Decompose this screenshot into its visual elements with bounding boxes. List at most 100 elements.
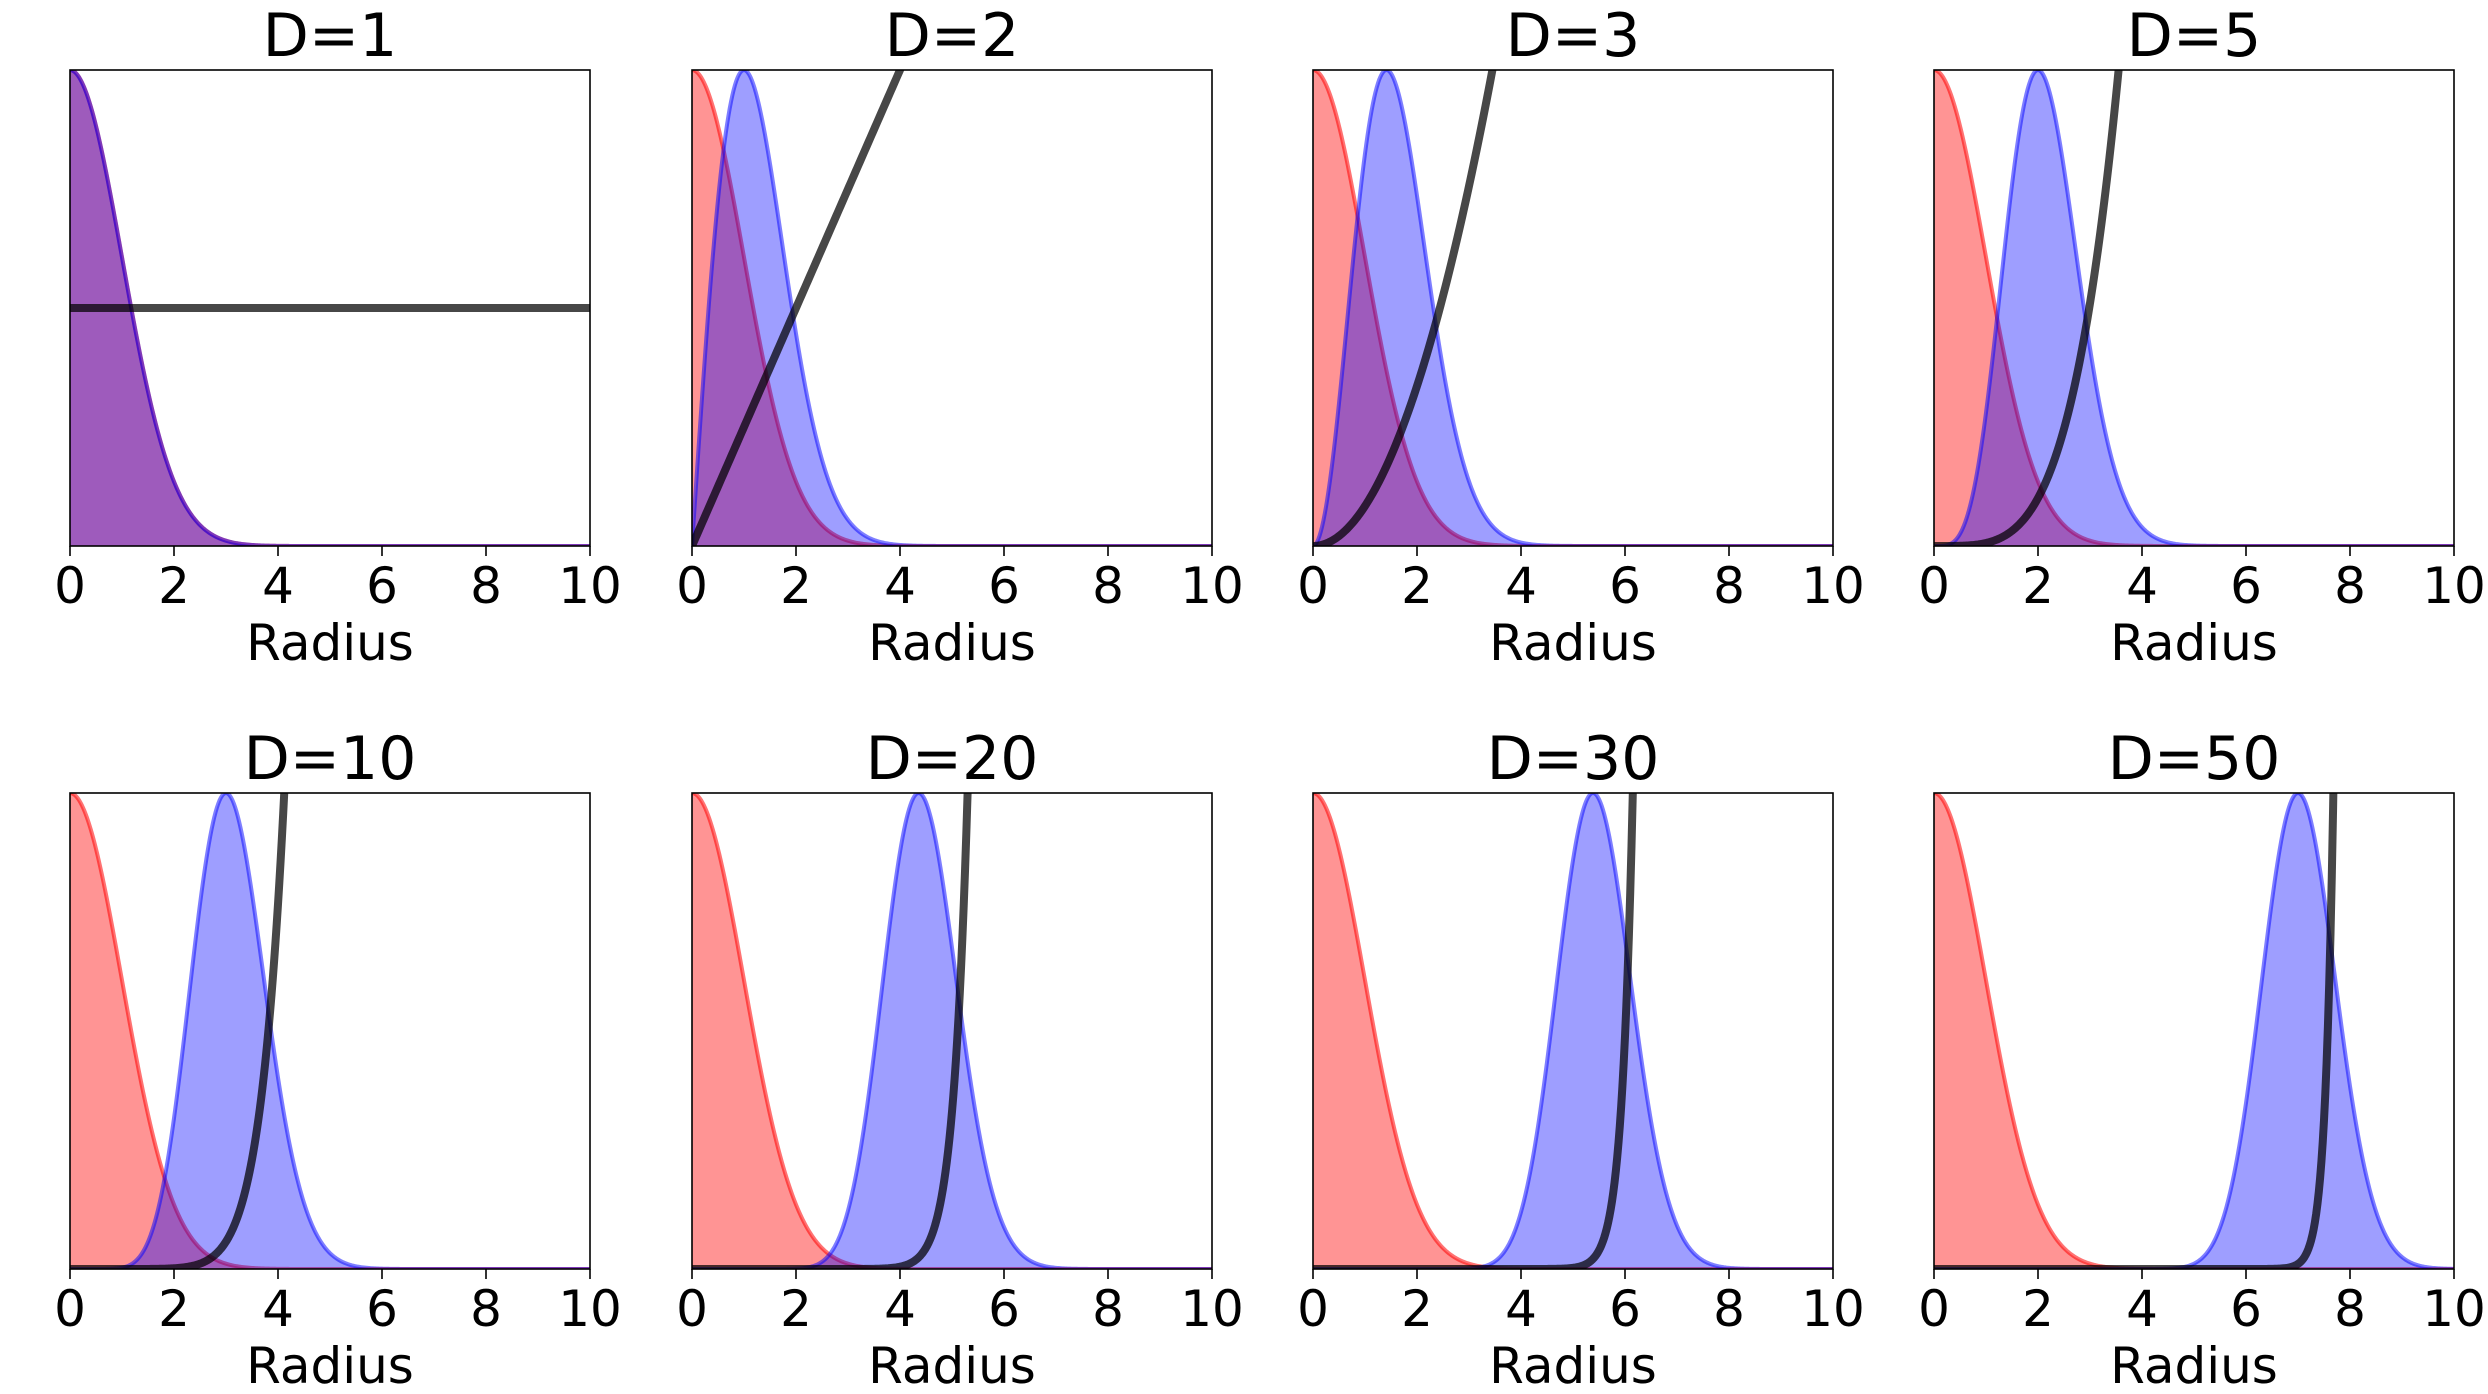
x-tick-label: 8	[1092, 1280, 1124, 1338]
blue-area	[692, 70, 1212, 546]
x-tick-label: 6	[2230, 1280, 2262, 1338]
x-tick-label: 4	[884, 557, 916, 615]
x-axis-label: Radius	[246, 1337, 414, 1394]
x-tick-label: 10	[1180, 1280, 1244, 1338]
axes-frame	[1933, 792, 2455, 1270]
x-tick-label: 8	[470, 1280, 502, 1338]
subplot-title: D=1	[263, 1, 398, 71]
blue-area	[70, 70, 590, 546]
x-tick-label: 2	[780, 1280, 812, 1338]
subplot-title: D=30	[1487, 724, 1660, 794]
red-curve	[692, 70, 1212, 546]
subplot-d10: 0 2 4 6 8 10 Radius D=10	[54, 724, 622, 1394]
x-tick-label: 0	[1918, 557, 1950, 615]
x-tick-label: 0	[1297, 557, 1329, 615]
subplot-d5: 0 2 4 6 8 10 Radius D=5	[1918, 1, 2486, 672]
x-tick-label: 8	[1713, 1280, 1745, 1338]
axes-frame	[1312, 792, 1834, 1270]
subplot-title: D=50	[2108, 724, 2281, 794]
axes-frame	[69, 69, 591, 547]
x-tick-label: 8	[470, 557, 502, 615]
red-area	[692, 793, 1212, 1269]
subplot-d20: 0 2 4 6 8 10 Radius D=20	[676, 724, 1244, 1394]
blue-area	[1313, 793, 1833, 1269]
axes-frame	[69, 792, 591, 1270]
x-tick-label: 8	[2334, 1280, 2366, 1338]
subplot-title: D=5	[2127, 1, 2262, 71]
x-tick-label: 2	[158, 1280, 190, 1338]
x-tick-label: 0	[1297, 1280, 1329, 1338]
x-tick-label: 2	[1401, 557, 1433, 615]
x-axis-label: Radius	[1489, 614, 1657, 672]
subplot-d1: 0 2 4 6 8 10 Radius D=1	[54, 1, 622, 672]
plot-area	[692, 70, 1212, 546]
x-tick-label: 6	[366, 1280, 398, 1338]
red-curve	[70, 793, 590, 1269]
red-curve	[1934, 793, 2454, 1269]
x-tick-label: 8	[1092, 557, 1124, 615]
black-volume-curve	[1313, 70, 1497, 546]
x-tick-label: 4	[1505, 1280, 1537, 1338]
blue-area	[692, 793, 1212, 1269]
blue-curve	[1934, 793, 2454, 1269]
x-tick-label: 2	[1401, 1280, 1433, 1338]
x-tick-label: 6	[988, 557, 1020, 615]
x-tick-label: 2	[2022, 1280, 2054, 1338]
x-tick-label: 2	[780, 557, 812, 615]
subplot-d50: 0 2 4 6 8 10 Radius D=50	[1918, 724, 2486, 1394]
axes-frame	[1933, 69, 2455, 547]
x-tick-label: 2	[2022, 557, 2054, 615]
blue-area	[1934, 70, 2454, 546]
x-tick-label: 0	[676, 557, 708, 615]
plot-area	[70, 70, 590, 546]
x-tick-label: 8	[1713, 557, 1745, 615]
red-area	[1313, 793, 1833, 1269]
red-curve	[692, 793, 1212, 1269]
red-area	[1313, 70, 1833, 546]
blue-curve	[70, 793, 590, 1269]
red-area	[1934, 793, 2454, 1269]
x-axis-label: Radius	[1489, 1337, 1657, 1394]
black-volume-curve	[1313, 793, 1637, 1269]
red-area	[70, 70, 590, 546]
x-tick-label: 6	[988, 1280, 1020, 1338]
subplot-title: D=2	[885, 1, 1020, 71]
x-tick-label: 4	[1505, 557, 1537, 615]
x-tick-label: 2	[158, 557, 190, 615]
black-volume-curve	[692, 793, 972, 1269]
blue-area	[1313, 70, 1833, 546]
x-tick-label: 10	[558, 1280, 622, 1338]
plot-area	[1934, 793, 2454, 1269]
x-tick-label: 10	[1801, 1280, 1865, 1338]
x-axis-label: Radius	[868, 1337, 1036, 1394]
x-tick-label: 0	[676, 1280, 708, 1338]
x-tick-label: 4	[262, 1280, 294, 1338]
red-area	[692, 70, 1212, 546]
red-curve	[1934, 70, 2454, 546]
x-tick-label: 8	[2334, 557, 2366, 615]
x-tick-label: 0	[54, 1280, 86, 1338]
subplot-title: D=20	[866, 724, 1039, 794]
x-tick-label: 10	[1180, 557, 1244, 615]
x-tick-label: 4	[2126, 1280, 2158, 1338]
blue-curve	[70, 70, 590, 546]
red-area	[1934, 70, 2454, 546]
subplot-d2: 0 2 4 6 8 10 Radius D=2	[676, 1, 1244, 672]
x-axis-label: Radius	[246, 614, 414, 672]
x-axis-label: Radius	[868, 614, 1036, 672]
red-curve	[1313, 793, 1833, 1269]
x-tick-label: 6	[1609, 1280, 1641, 1338]
x-tick-label: 10	[2422, 1280, 2486, 1338]
x-tick-label: 4	[2126, 557, 2158, 615]
subplot-title: D=3	[1506, 1, 1641, 71]
x-tick-label: 0	[54, 557, 86, 615]
black-volume-curve	[692, 70, 905, 546]
black-volume-curve	[1934, 70, 2123, 546]
x-tick-label: 10	[1801, 557, 1865, 615]
x-tick-label: 4	[884, 1280, 916, 1338]
x-axis-label: Radius	[2110, 1337, 2278, 1394]
red-area	[70, 793, 590, 1269]
x-tick-label: 0	[1918, 1280, 1950, 1338]
axes-frame	[691, 69, 1213, 547]
